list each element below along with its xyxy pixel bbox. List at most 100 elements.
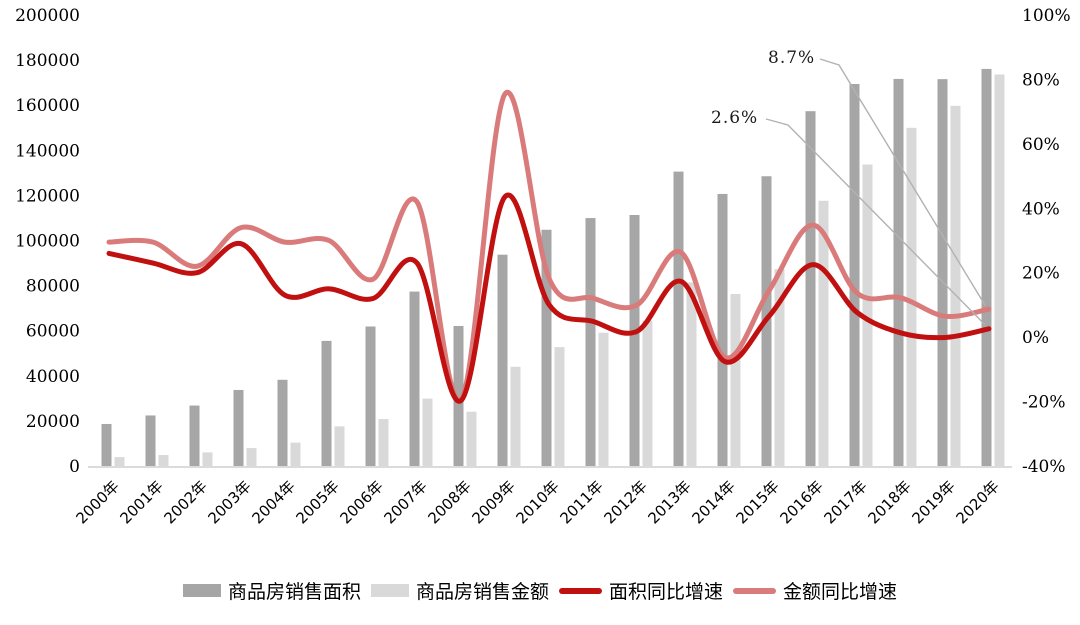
axis-tick-label: 160000 <box>15 96 80 116</box>
x-axis-label-2017年: 2017年 <box>820 477 870 527</box>
bar-sales-area-2019年 <box>937 79 948 466</box>
x-axis-label-2014年: 2014年 <box>688 477 738 527</box>
bar-sales-area-2013年 <box>673 171 684 467</box>
bar-sales-amount-2020年 <box>994 74 1005 466</box>
legend-item-sales-amount: 商品房销售金额 <box>370 577 549 604</box>
legend: 商品房销售面积 商品房销售金额 面积同比增速 金额同比增速 <box>0 577 1080 604</box>
x-axis-label-2003年: 2003年 <box>204 477 254 527</box>
x-axis-label-2006年: 2006年 <box>336 477 386 527</box>
bar-sales-area-2004年 <box>277 379 288 466</box>
axis-tick-label: 0 <box>69 457 80 477</box>
axis-tick-label: 40000 <box>26 367 80 387</box>
bar-sales-area-2010年 <box>541 229 552 466</box>
axis-tick-label: 0% <box>1022 328 1049 348</box>
axis-tick-label: 20% <box>1022 264 1060 284</box>
leader-line-amount-growth <box>819 58 986 306</box>
bar-sales-area-2006年 <box>365 326 376 466</box>
axis-tick-label: -20% <box>1022 393 1066 413</box>
annotation-area-growth-2020: 2.6% <box>711 108 759 128</box>
bar-sales-amount-2010年 <box>554 347 565 466</box>
line-金额同比增速 <box>106 89 992 404</box>
sales-amount-swatch <box>370 584 409 597</box>
bar-sales-amount-2019年 <box>950 105 961 466</box>
x-axis-label-2015年: 2015年 <box>732 477 782 527</box>
axis-tick-label: 80000 <box>26 277 80 297</box>
sales-area-swatch <box>182 584 221 597</box>
line-面积同比增速 <box>106 192 992 404</box>
x-axis-label-2011年: 2011年 <box>556 477 606 527</box>
bar-sales-amount-2017年 <box>862 164 873 466</box>
axis-tick-label: 80% <box>1022 70 1060 90</box>
bar-sales-area-2000年 <box>101 423 112 466</box>
axis-tick-label: 60% <box>1022 135 1060 155</box>
axis-tick-label: 60000 <box>26 322 80 342</box>
leader-line-area-growth <box>765 118 986 326</box>
bar-sales-area-2001年 <box>145 415 156 466</box>
bar-sales-area-2008年 <box>453 325 464 466</box>
x-axis-label-2010年: 2010年 <box>512 477 562 527</box>
x-axis-label-2002年: 2002年 <box>160 477 210 527</box>
bar-sales-area-2002年 <box>189 405 200 466</box>
bar-sales-amount-2004年 <box>290 442 301 466</box>
axis-tick-label: 100% <box>1022 6 1071 26</box>
x-axis-label-2020年: 2020年 <box>952 477 1002 527</box>
x-axis-label-2009年: 2009年 <box>468 477 518 527</box>
bar-sales-amount-2005年 <box>334 426 345 466</box>
legend-label-area-growth: 面积同比增速 <box>609 581 724 603</box>
axis-tick-label: 40% <box>1022 199 1060 219</box>
bar-sales-amount-2001年 <box>158 455 169 466</box>
annotation-amount-growth-2020: 8.7% <box>768 48 816 68</box>
bar-sales-area-2005年 <box>321 340 332 466</box>
x-axis-label-2005年: 2005年 <box>292 477 342 527</box>
x-axis-label-2012年: 2012年 <box>600 477 650 527</box>
bar-sales-area-2003年 <box>233 389 244 466</box>
bar-sales-area-2011年 <box>585 218 596 466</box>
bar-sales-amount-2015年 <box>774 269 785 466</box>
axis-tick-label: 140000 <box>15 141 80 161</box>
bar-sales-amount-2003年 <box>246 448 257 466</box>
bar-sales-area-2014年 <box>717 193 728 466</box>
bar-sales-amount-2012年 <box>642 320 653 466</box>
legend-item-sales-area: 商品房销售面积 <box>182 577 361 604</box>
bar-sales-area-2020年 <box>981 68 992 466</box>
bar-sales-amount-2008年 <box>466 411 477 466</box>
axis-tick-label: 180000 <box>15 51 80 71</box>
x-axis-label-2008年: 2008年 <box>424 477 474 527</box>
x-axis-label-2000年: 2000年 <box>72 477 122 527</box>
bar-sales-amount-2009年 <box>510 366 521 466</box>
axis-tick-label: -40% <box>1022 457 1066 477</box>
bar-sales-amount-2007年 <box>422 398 433 466</box>
legend-label-sales-amount: 商品房销售金额 <box>415 581 549 603</box>
bar-sales-amount-2016年 <box>818 200 829 467</box>
bar-sales-area-2016年 <box>805 111 816 466</box>
x-axis-label-2019年: 2019年 <box>908 477 958 527</box>
axis-tick-label: 120000 <box>15 186 80 206</box>
bar-sales-amount-2000年 <box>114 457 125 466</box>
x-axis-label-2013年: 2013年 <box>644 477 694 527</box>
bar-sales-area-2007年 <box>409 291 420 466</box>
x-axis-label-2016年: 2016年 <box>776 477 826 527</box>
bar-sales-amount-2002年 <box>202 452 213 466</box>
legend-item-amount-growth: 金额同比增速 <box>733 577 897 604</box>
x-axis-label-2018年: 2018年 <box>864 477 914 527</box>
legend-item-area-growth: 面积同比增速 <box>559 577 723 604</box>
bar-sales-amount-2014年 <box>730 293 741 466</box>
axis-tick-label: 200000 <box>15 6 80 26</box>
area-growth-swatch <box>559 587 602 594</box>
legend-label-amount-growth: 金额同比增速 <box>783 581 898 603</box>
bar-sales-area-2009年 <box>497 254 508 466</box>
x-axis-label-2001年: 2001年 <box>116 477 166 527</box>
bar-sales-amount-2018年 <box>906 127 917 466</box>
x-axis-label-2004年: 2004年 <box>248 477 298 527</box>
bar-sales-amount-2013年 <box>686 282 697 466</box>
x-axis-label-2007年: 2007年 <box>380 477 430 527</box>
bar-sales-area-2018年 <box>893 78 904 466</box>
axis-tick-label: 100000 <box>15 232 80 252</box>
amount-growth-swatch <box>733 587 777 594</box>
bar-sales-amount-2006年 <box>378 419 389 466</box>
bar-sales-area-2012年 <box>629 215 640 466</box>
axis-tick-label: 20000 <box>26 412 80 432</box>
legend-label-sales-area: 商品房销售面积 <box>227 581 361 603</box>
